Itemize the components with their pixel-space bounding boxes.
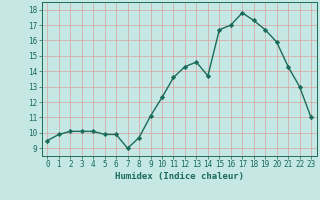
X-axis label: Humidex (Indice chaleur): Humidex (Indice chaleur): [115, 172, 244, 181]
